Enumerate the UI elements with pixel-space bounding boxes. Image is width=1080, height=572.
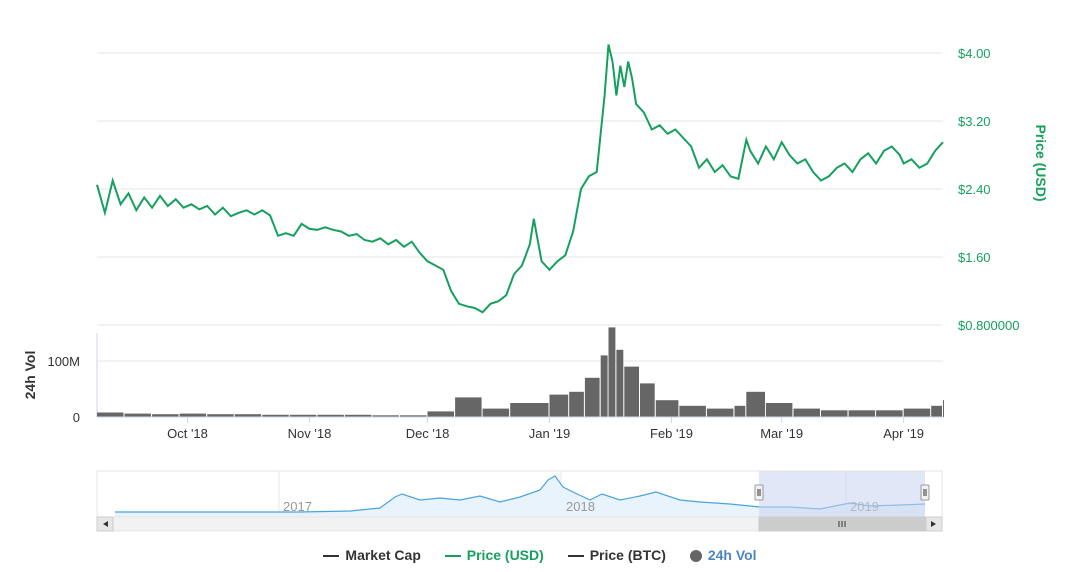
volume-bar <box>793 408 820 417</box>
price-tick-label: $2.40 <box>958 182 991 197</box>
volume-bar <box>903 408 931 417</box>
volume-bars <box>97 327 944 417</box>
volume-bar <box>124 413 151 417</box>
scroll-left-button[interactable] <box>96 516 114 532</box>
navigator[interactable]: 201720182019 <box>96 470 943 518</box>
volume-bar <box>821 410 848 417</box>
right-handle-grip[interactable] <box>920 484 930 501</box>
x-tick-label: Oct '18 <box>167 426 208 441</box>
navigator-year-label: 2017 <box>283 499 312 514</box>
volume-bar <box>344 414 372 417</box>
price-tick-label: $1.60 <box>958 250 991 265</box>
volume-bar <box>482 408 510 417</box>
legend-label: Market Cap <box>345 547 421 563</box>
volume-bar <box>427 411 454 417</box>
volume-bar <box>679 405 706 417</box>
volume-bar <box>943 400 944 417</box>
arrow-left-icon <box>103 521 108 527</box>
volume-bar <box>655 400 679 417</box>
scroll-right-button[interactable] <box>925 516 943 532</box>
volume-bar <box>584 377 600 417</box>
volume-tick-label: 100M <box>47 354 80 369</box>
volume-bar <box>179 413 207 417</box>
volume-bar <box>876 410 903 417</box>
legend-dot-icon <box>689 550 702 563</box>
navigator-scrollbar[interactable] <box>96 516 943 532</box>
legend-label: 24h Vol <box>707 547 757 563</box>
legend-label: Price (BTC) <box>589 547 666 563</box>
volume-tick-label: 0 <box>73 410 80 425</box>
volume-bar <box>152 414 179 417</box>
legend-label: Price (USD) <box>466 547 544 563</box>
volume-bar <box>455 397 482 417</box>
volume-bar <box>510 403 549 417</box>
volume-bar <box>234 414 262 417</box>
volume-bar <box>97 412 124 417</box>
navigator-right-handle[interactable] <box>920 484 930 501</box>
volume-bar <box>600 355 608 417</box>
volume-axis-title: 24h Vol <box>22 351 38 400</box>
price-tick-label: $3.20 <box>958 114 991 129</box>
legend-line-icon <box>444 555 461 558</box>
legend-item-price-usd[interactable]: Price (USD) <box>444 547 544 563</box>
volume-bar <box>569 391 584 417</box>
navigator-left-handle[interactable] <box>754 484 764 501</box>
legend-line-icon <box>323 555 340 558</box>
legend-line-icon <box>567 555 584 558</box>
volume-bar <box>616 349 624 417</box>
price-axis-title: Price (USD) <box>1033 124 1049 201</box>
price-gridlines <box>97 52 943 326</box>
x-tick-label: Jan '19 <box>529 426 571 441</box>
navigator-area <box>115 476 925 517</box>
navigator-selection[interactable] <box>759 471 925 517</box>
price-tick-label: $4.00 <box>958 46 991 61</box>
legend-item-24h-vol[interactable]: 24h Vol <box>689 547 757 563</box>
legend-item-price-btc[interactable]: Price (BTC) <box>567 547 666 563</box>
x-axis-ticks: Oct '18 Nov '18 Dec '18 Jan '19 Feb '19 Mar '… <box>167 417 924 441</box>
chart-legend: Market Cap Price (USD) Price (BTC) 24h V… <box>0 547 1080 563</box>
volume-bar <box>640 383 655 417</box>
volume-bar <box>848 410 876 417</box>
volume-bar <box>746 391 765 417</box>
volume-bar <box>262 414 289 417</box>
price-axis-ticks: $4.00 $3.20 $2.40 $1.60 $0.800000 <box>958 46 1019 333</box>
volume-bar <box>706 408 734 417</box>
price-usd-series-line <box>96 44 944 314</box>
volume-bar <box>549 394 569 417</box>
x-tick-label: Dec '18 <box>406 426 450 441</box>
volume-bar <box>289 414 317 417</box>
volume-bar <box>931 405 942 417</box>
legend-item-market-cap[interactable]: Market Cap <box>323 547 421 563</box>
volume-bar <box>317 414 344 417</box>
navigator-year-label: 2018 <box>566 499 595 514</box>
volume-bar <box>765 403 793 417</box>
arrow-right-icon <box>931 521 936 527</box>
volume-bar <box>734 405 746 417</box>
volume-bar <box>372 415 399 417</box>
x-tick-label: Feb '19 <box>650 426 693 441</box>
price-tick-label: $0.800000 <box>958 318 1019 333</box>
left-handle-grip[interactable] <box>754 484 764 501</box>
x-tick-label: Nov '18 <box>288 426 332 441</box>
volume-axis-ticks: 100M 0 <box>47 354 80 425</box>
volume-bar <box>207 414 234 417</box>
volume-bar <box>400 415 427 417</box>
x-tick-label: Mar '19 <box>760 426 803 441</box>
volume-bar <box>608 327 616 417</box>
volume-bar <box>624 366 639 417</box>
x-tick-label: Apr '19 <box>883 426 924 441</box>
